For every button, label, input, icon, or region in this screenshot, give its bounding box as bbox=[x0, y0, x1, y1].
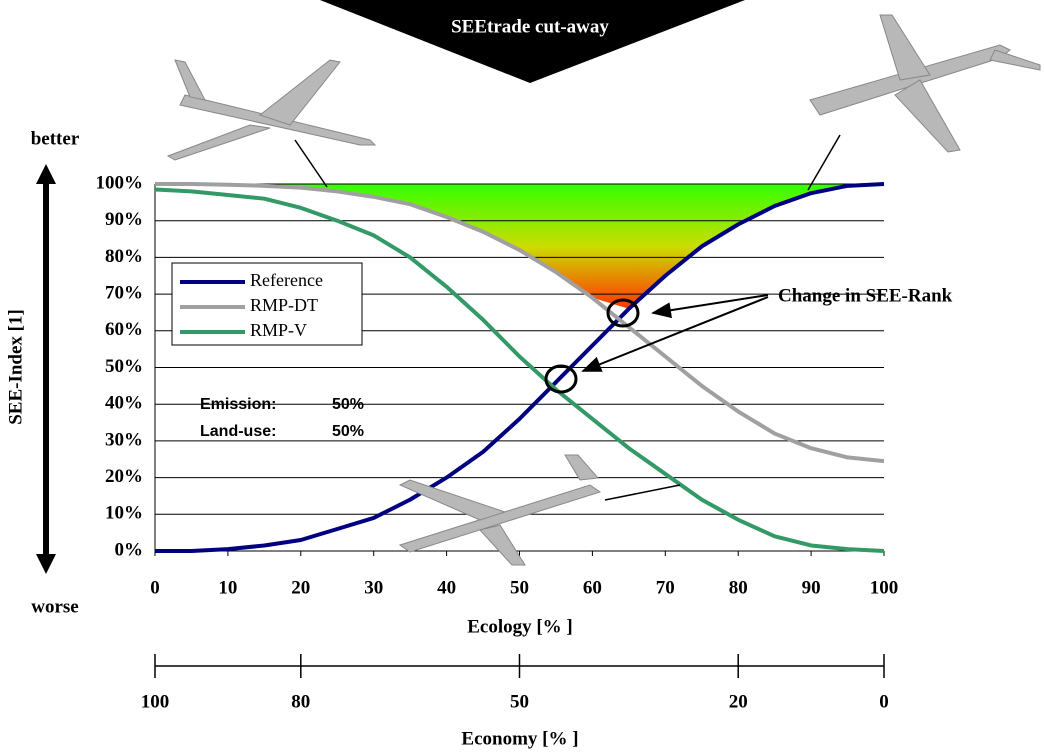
x2-tick-label: 0 bbox=[879, 691, 889, 712]
better-label: better bbox=[31, 128, 80, 149]
y-tick-label: 0% bbox=[115, 539, 144, 560]
weight-value: 50% bbox=[332, 396, 364, 413]
chart-title: SEEtrade cut-away bbox=[451, 16, 609, 37]
y-tick-label: 40% bbox=[105, 393, 143, 414]
x-axis-title: Ecology [% ] bbox=[467, 616, 573, 637]
x-tick-label: 20 bbox=[291, 577, 310, 598]
x-tick-label: 40 bbox=[437, 577, 456, 598]
annotation-text: Change in SEE-Rank bbox=[778, 285, 953, 306]
x-tick-label: 50 bbox=[510, 577, 529, 598]
x-tick-label: 80 bbox=[729, 577, 748, 598]
pointer-line bbox=[295, 140, 327, 187]
y-tick-label: 90% bbox=[105, 209, 143, 230]
chart: SEEtrade cut-away 0% 10% 20% 30% 40% 50% 60% 70… bbox=[0, 0, 1044, 754]
x2-tick-label: 50 bbox=[510, 691, 529, 712]
x-tick-label: 10 bbox=[218, 577, 237, 598]
y-tick-label: 80% bbox=[105, 246, 143, 267]
y-tick-label: 10% bbox=[105, 503, 143, 524]
worse-label: worse bbox=[31, 596, 78, 617]
annotation-arrow bbox=[583, 297, 768, 371]
x-tick-label: 70 bbox=[656, 577, 675, 598]
page: {"chart_data": { "type": "line", "title"… bbox=[0, 0, 1044, 754]
direction-arrow-head bbox=[36, 554, 56, 574]
x2-tick-label: 100 bbox=[141, 691, 170, 712]
direction-arrow-head bbox=[36, 164, 56, 184]
legend-label: Reference bbox=[250, 270, 323, 290]
legend-label: RMP-V bbox=[250, 320, 307, 340]
y-tick-label: 100% bbox=[96, 172, 144, 193]
x-tick-label: 30 bbox=[364, 577, 383, 598]
x2-tick-label: 20 bbox=[729, 691, 748, 712]
y-tick-label: 50% bbox=[105, 356, 143, 377]
x-tick-label: 100 bbox=[870, 577, 899, 598]
y-axis-title: SEE-Index [1] bbox=[5, 309, 26, 425]
pointer-line bbox=[808, 135, 840, 190]
x-tick-label: 0 bbox=[150, 577, 160, 598]
airplane-icon bbox=[400, 455, 600, 565]
weight-name: Land-use: bbox=[200, 423, 276, 440]
x-tick-label: 90 bbox=[802, 577, 821, 598]
x2-tick-label: 80 bbox=[291, 691, 310, 712]
cutaway-banner bbox=[320, 0, 745, 83]
y-tick-label: 30% bbox=[105, 429, 143, 450]
pointer-line bbox=[605, 485, 680, 500]
y-tick-label: 70% bbox=[105, 282, 143, 303]
airplane-icon bbox=[168, 60, 375, 160]
y-tick-label: 60% bbox=[105, 319, 143, 340]
x-tick-label: 60 bbox=[583, 577, 602, 598]
weight-value: 50% bbox=[332, 423, 364, 440]
airplane-icon bbox=[810, 15, 1040, 152]
x2-axis-title: Economy [% ] bbox=[461, 728, 578, 749]
weight-name: Emission: bbox=[200, 396, 276, 413]
legend-label: RMP-DT bbox=[250, 295, 318, 315]
y-tick-label: 20% bbox=[105, 466, 143, 487]
